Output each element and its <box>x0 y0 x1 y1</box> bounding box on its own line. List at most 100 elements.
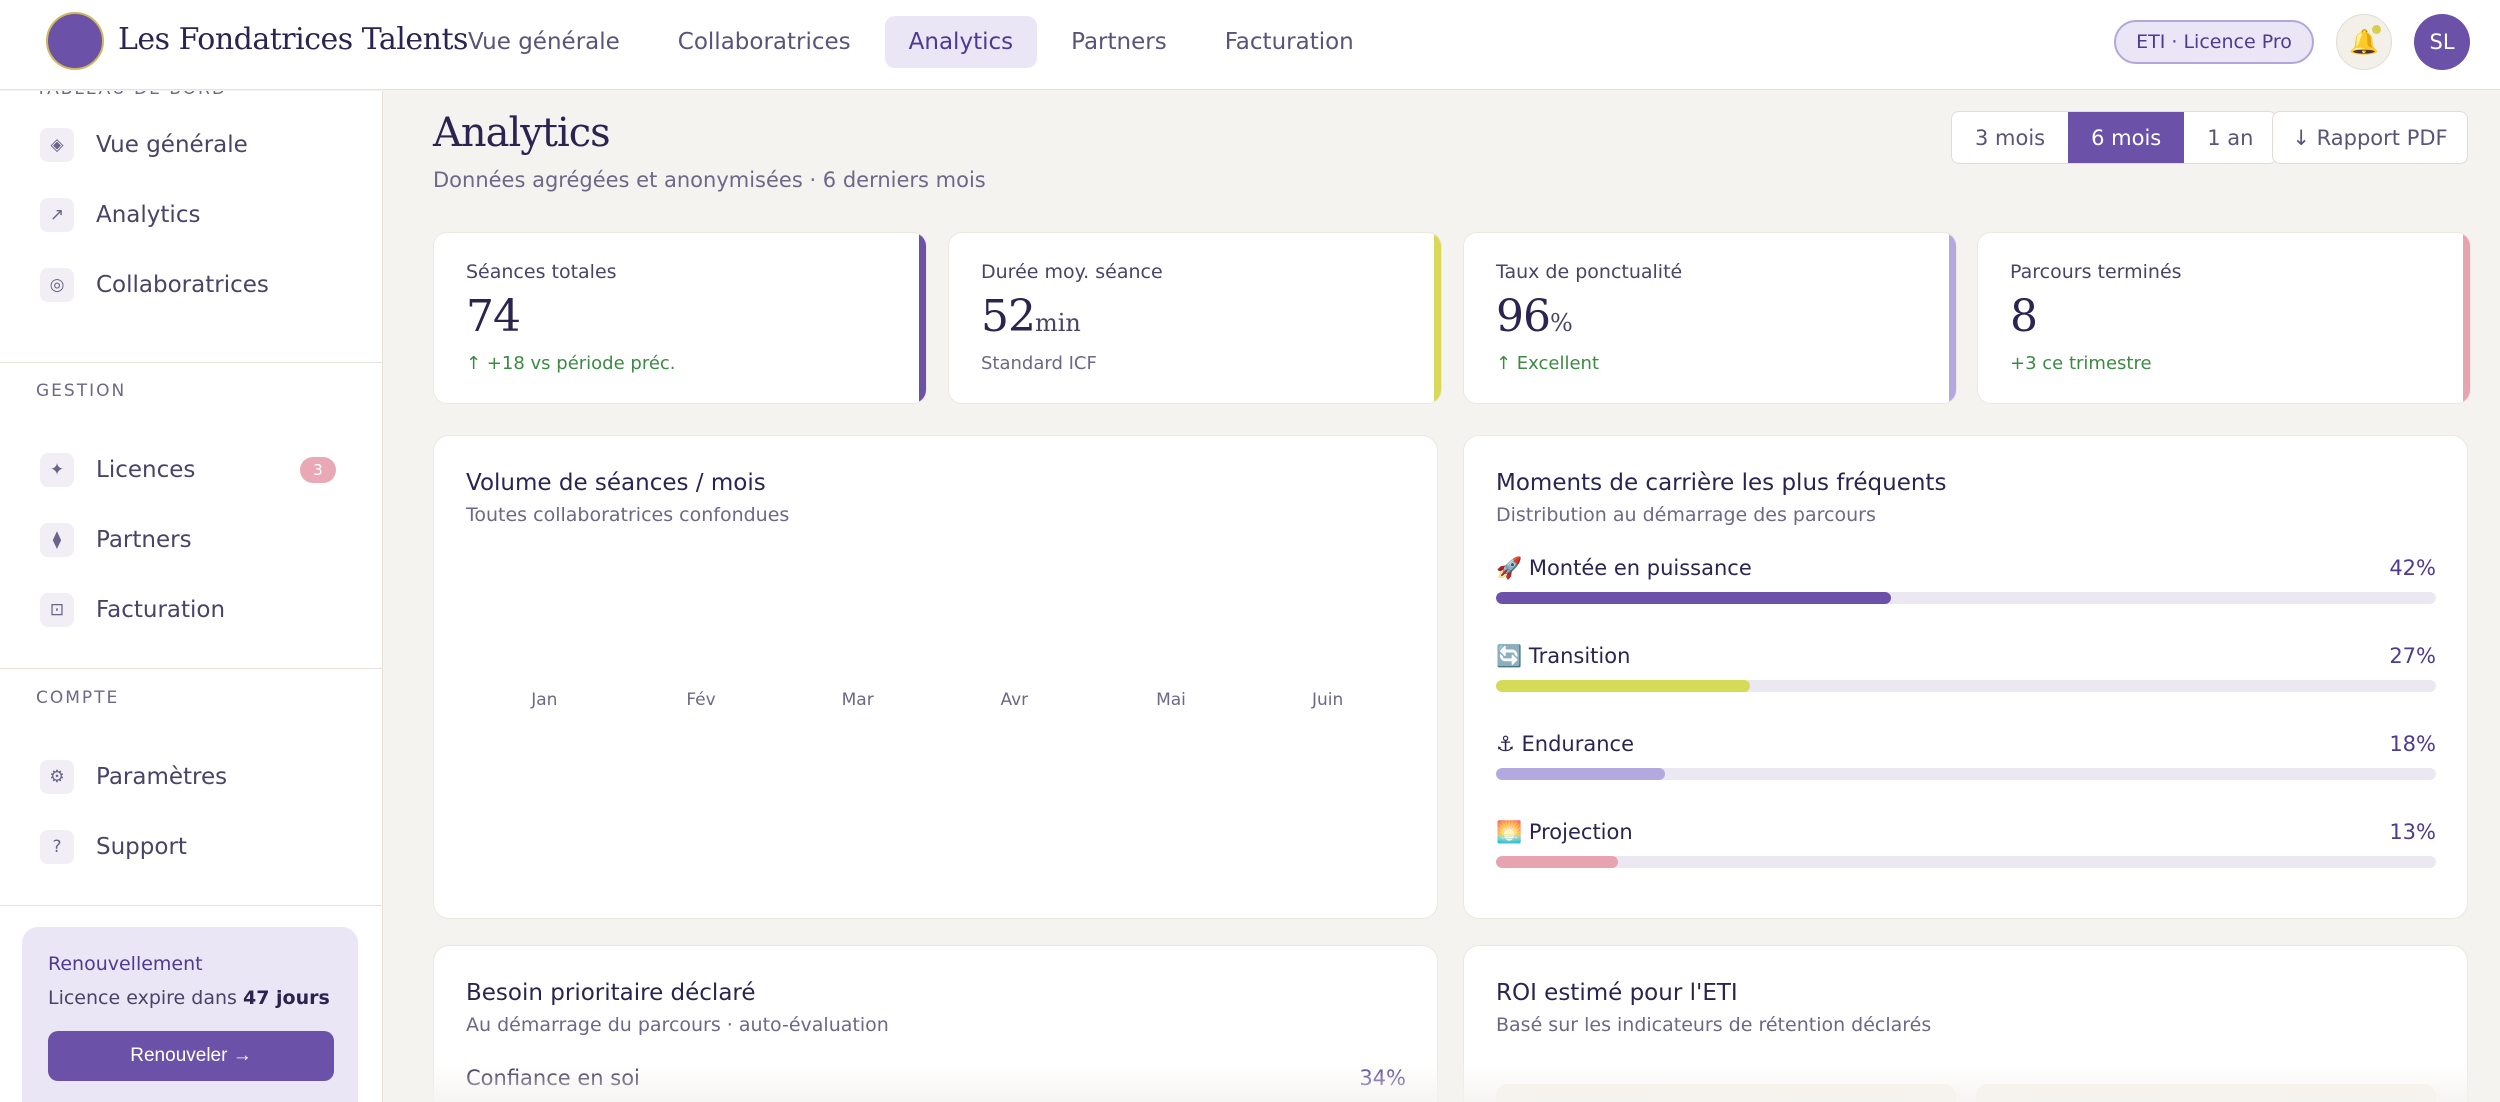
sidebar-item-label: Licences <box>96 457 196 483</box>
renewal-text-prefix: Licence expire dans <box>48 987 237 1009</box>
x-tick-label: Mar <box>841 690 874 710</box>
nav-collaboratrices[interactable]: Collaboratrices <box>677 29 851 55</box>
period-6-mois[interactable]: 6 mois <box>2068 112 2185 163</box>
sidebar-item-parametres[interactable]: ⚙ Paramètres <box>40 752 350 802</box>
sidebar-item-label: Collaboratrices <box>96 272 269 298</box>
x-tick-label: Juin <box>1312 690 1344 710</box>
kpi-value: 52min <box>981 291 1081 342</box>
kpi-number: 96 <box>1496 291 1551 342</box>
sidebar-item-label: Partners <box>96 527 192 553</box>
x-tick-label: Avr <box>1000 690 1029 710</box>
kpi-accent-bar <box>1949 233 1956 403</box>
roi-card-title: ROI estimé pour l'ETI <box>1496 980 1738 1006</box>
bar-percentage: 18% <box>2389 732 2436 756</box>
sparkle-icon: ✦ <box>40 453 74 487</box>
kpi-note: ↑ Excellent <box>1496 353 1600 374</box>
renew-button[interactable]: Renouveler → <box>48 1031 334 1081</box>
kpi-label: Parcours terminés <box>2010 261 2182 283</box>
kpi-note: ↑ +18 vs période préc. <box>466 353 676 374</box>
kpi-value: 96% <box>1496 291 1573 342</box>
invoice-icon: ⊡ <box>40 593 74 627</box>
notification-dot <box>2372 25 2381 34</box>
sidebar-item-partners[interactable]: ⧫ Partners <box>40 515 350 565</box>
sidebar-item-label: Vue générale <box>96 132 248 158</box>
circle-target-icon: ◎ <box>40 268 74 302</box>
x-tick-label: Fév <box>686 690 716 710</box>
sidebar-item-support[interactable]: ? Support <box>40 822 350 872</box>
sidebar-section-gestion: GESTION <box>36 381 127 401</box>
nav-partners[interactable]: Partners <box>1071 29 1167 55</box>
sidebar-divider <box>0 905 382 906</box>
nav-facturation[interactable]: Facturation <box>1224 29 1354 55</box>
kpi-card-parcours-termines: Parcours terminés 8 +3 ce trimestre <box>1977 232 2471 404</box>
progress-fill <box>1496 680 1750 692</box>
sidebar-item-label: Facturation <box>96 597 226 623</box>
notifications-button[interactable]: 🔔 <box>2336 14 2392 70</box>
kpi-card-taux-de-ponctualite: Taux de ponctualité 96% ↑ Excellent <box>1463 232 1957 404</box>
progress-track <box>1496 856 2436 868</box>
moments-card-subtitle: Distribution au démarrage des parcours <box>1496 504 1876 526</box>
kpi-accent-bar <box>919 233 926 403</box>
nav-vue-generale[interactable]: Vue générale <box>468 29 620 55</box>
besoin-card-title: Besoin prioritaire déclaré <box>466 980 756 1006</box>
bar-label: 🌅 Projection <box>1496 820 1633 844</box>
period-3-mois[interactable]: 3 mois <box>1975 125 2046 150</box>
renewal-title: Renouvellement <box>48 953 203 975</box>
kpi-note: Standard ICF <box>981 353 1097 374</box>
bar-percentage: 13% <box>2389 820 2436 844</box>
kpi-card-duree-moy-seance: Durée moy. séance 52min Standard ICF <box>948 232 1442 404</box>
diamond-icon: ◈ <box>40 128 74 162</box>
progress-fill <box>1496 592 1891 604</box>
kpi-label: Durée moy. séance <box>981 261 1163 283</box>
pdf-report-button[interactable]: ↓ Rapport PDF <box>2272 111 2468 164</box>
bar-row-transition: 🔄 Transition 27% <box>1496 644 2436 694</box>
sidebar-section-tableau-de-bord: TABLEAU DE BORD <box>36 91 227 99</box>
sidebar-divider <box>0 362 382 363</box>
kpi-number: 52 <box>981 291 1036 342</box>
sidebar-item-vue-generale[interactable]: ◈ Vue générale <box>40 120 350 170</box>
nav-analytics[interactable]: Analytics <box>884 16 1038 68</box>
x-tick-label: Jan <box>531 690 558 710</box>
moments-card: Moments de carrière les plus fréquents D… <box>1463 435 2468 919</box>
kpi-number: 8 <box>2010 291 2038 342</box>
kpi-card-seances-totales: Séances totales 74 ↑ +18 vs période préc. <box>433 232 927 404</box>
sidebar-divider <box>0 668 382 669</box>
volume-card: Volume de séances / mois Toutes collabor… <box>433 435 1438 919</box>
kpi-unit: % <box>1550 309 1573 337</box>
brand-logo[interactable] <box>46 12 104 70</box>
sidebar-item-collaboratrices[interactable]: ◎ Collaboratrices <box>40 260 350 310</box>
progress-fill <box>1496 768 1666 780</box>
gear-icon: ⚙ <box>40 760 74 794</box>
bar-percentage: 27% <box>2389 644 2436 668</box>
volume-card-subtitle: Toutes collaboratrices confondues <box>466 504 790 526</box>
kpi-value: 74 <box>466 291 521 342</box>
renewal-card: Renouvellement Licence expire dans 47 jo… <box>22 927 358 1102</box>
user-avatar[interactable]: SL <box>2414 14 2470 70</box>
bar-percentage: 42% <box>2389 556 2436 580</box>
bar-label: ⚓ Endurance <box>1496 732 1634 756</box>
count-badge: 3 <box>300 457 336 483</box>
progress-track <box>1496 592 2436 604</box>
top-header: Les Fondatrices Talents Vue générale Coll… <box>0 0 2500 90</box>
page-title: Analytics <box>433 110 611 156</box>
sidebar-item-analytics[interactable]: ↗ Analytics <box>40 190 350 240</box>
kpi-note: +3 ce trimestre <box>2010 353 2152 374</box>
bar-row-projection: 🌅 Projection 13% <box>1496 820 2436 870</box>
bar-label: 🔄 Transition <box>1496 644 1631 668</box>
brand-name[interactable]: Les Fondatrices Talents <box>118 22 468 57</box>
sidebar-item-facturation[interactable]: ⊡ Facturation <box>40 585 350 635</box>
sidebar-item-licences[interactable]: ✦ Licences 3 <box>40 445 350 495</box>
kpi-label: Séances totales <box>466 261 617 283</box>
trend-up-icon: ↗ <box>40 198 74 232</box>
period-1-an[interactable]: 1 an <box>2207 125 2254 150</box>
kpi-accent-bar <box>1434 233 1441 403</box>
progress-track <box>1496 768 2436 780</box>
scroll-fade <box>383 1062 2500 1102</box>
kpi-accent-bar <box>2463 233 2470 403</box>
renewal-text: Licence expire dans 47 jours <box>48 987 330 1009</box>
sidebar-item-label: Analytics <box>96 202 201 228</box>
kpi-unit: min <box>1035 309 1081 337</box>
plan-badge[interactable]: ETI · Licence Pro <box>2114 20 2314 64</box>
progress-fill <box>1496 856 1619 868</box>
kpi-value: 8 <box>2010 291 2038 342</box>
